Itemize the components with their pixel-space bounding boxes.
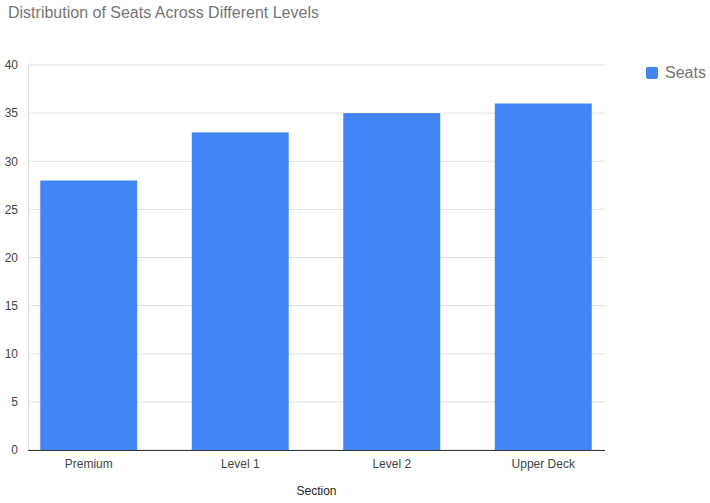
- y-axis-line: [28, 66, 29, 451]
- x-axis-title: Section: [296, 484, 336, 498]
- bar: [495, 104, 592, 451]
- y-tick: 20: [5, 251, 28, 265]
- x-tick-label: Level 2: [372, 457, 411, 471]
- x-tick: Level 2: [372, 450, 411, 471]
- y-tick-label: 20: [5, 251, 19, 265]
- x-tick: Upper Deck: [512, 450, 576, 471]
- bar: [192, 132, 289, 450]
- y-tick: 0: [11, 443, 28, 457]
- grid-line: [28, 65, 605, 66]
- x-tick-label: Upper Deck: [512, 457, 576, 471]
- y-tick-label: 10: [5, 347, 19, 361]
- x-tick-label: Level 1: [221, 457, 260, 471]
- y-tick: 40: [5, 58, 28, 72]
- bar: [40, 181, 137, 451]
- y-tick: 30: [5, 155, 28, 169]
- grid: [28, 65, 605, 450]
- y-tick: 35: [5, 106, 28, 120]
- legend-label: Seats: [665, 64, 706, 81]
- x-tick: Premium: [65, 450, 113, 471]
- y-tick-label: 5: [11, 395, 18, 409]
- bars: [40, 104, 591, 451]
- y-tick: 5: [11, 395, 28, 409]
- bar: [343, 113, 440, 450]
- y-tick: 10: [5, 347, 28, 361]
- y-tick-label: 25: [5, 203, 19, 217]
- y-tick-label: 35: [5, 106, 19, 120]
- title: Distribution of Seats Across Different L…: [8, 4, 319, 21]
- legend: Seats: [646, 64, 706, 81]
- y-tick-label: 30: [5, 155, 19, 169]
- y-tick-label: 0: [11, 443, 18, 457]
- x-axis: Premium Level 1 Level 2 Upper Deck: [28, 450, 605, 471]
- x-tick: Level 1: [221, 450, 260, 471]
- x-tick-label: Premium: [65, 457, 113, 471]
- y-tick-label: 15: [5, 299, 19, 313]
- legend-swatch: [646, 67, 658, 79]
- y-tick: 25: [5, 203, 28, 217]
- y-tick: 15: [5, 299, 28, 313]
- x-axis-line: [28, 450, 605, 451]
- chart: Distribution of Seats Across Different L…: [0, 0, 710, 503]
- y-axis: 0 5 10 15 20 25 30 35 40: [5, 58, 29, 457]
- y-tick-label: 40: [5, 58, 19, 72]
